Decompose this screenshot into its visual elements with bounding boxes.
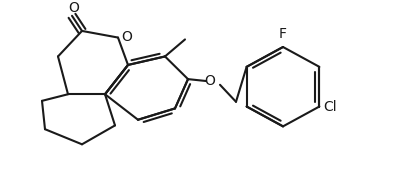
- Text: O: O: [121, 30, 132, 44]
- Text: Cl: Cl: [323, 100, 337, 114]
- Text: O: O: [205, 74, 215, 88]
- Text: F: F: [279, 27, 287, 41]
- Text: O: O: [69, 1, 79, 15]
